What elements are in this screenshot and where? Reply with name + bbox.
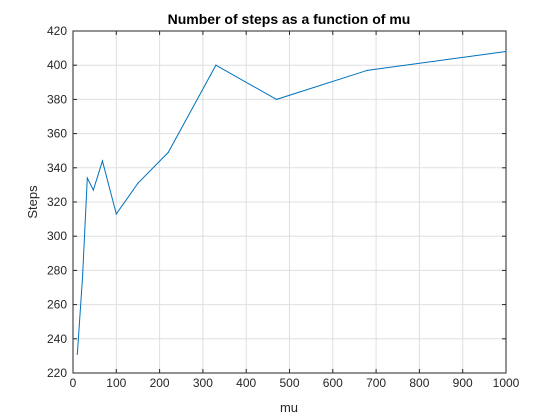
y-tick-label: 320 — [47, 195, 67, 209]
x-tick-label: 100 — [106, 376, 126, 390]
y-axis-label: Steps — [25, 185, 40, 219]
x-tick-label: 600 — [323, 376, 343, 390]
data-point — [76, 353, 78, 355]
chart-title: Number of steps as a function of mu — [168, 11, 411, 27]
grid — [72, 30, 507, 374]
y-tick-label: 300 — [47, 229, 67, 243]
y-tick-label: 420 — [47, 24, 67, 38]
y-tick-label: 360 — [47, 127, 67, 141]
y-tick-label: 380 — [47, 92, 67, 106]
x-tick-label: 700 — [366, 376, 386, 390]
y-tick-label: 220 — [47, 366, 67, 380]
x-tick-label: 0 — [70, 376, 77, 390]
series-group — [76, 50, 507, 355]
y-tick-label: 260 — [47, 298, 67, 312]
data-point — [115, 213, 117, 215]
x-axis-label: mu — [280, 400, 298, 415]
x-tick-label: 300 — [193, 376, 213, 390]
series-line — [76, 51, 507, 355]
y-tick-label: 240 — [47, 332, 67, 346]
y-axis-ticks: 220 240 260 280 300 320 340 360 380 400 420 — [47, 24, 506, 380]
data-point — [101, 160, 104, 162]
data-point — [275, 98, 278, 100]
y-tick-label: 280 — [47, 263, 67, 277]
data-point — [81, 276, 84, 278]
data-point — [366, 69, 369, 71]
x-tick-label: 200 — [150, 376, 170, 390]
x-tick-label: 400 — [236, 376, 256, 390]
y-tick-label: 400 — [47, 58, 67, 72]
x-axis-ticks: 0 100 200 300 400 500 600 700 800 900 1000 — [70, 31, 520, 390]
data-point — [86, 177, 88, 179]
data-point — [92, 189, 94, 191]
x-tick-label: 800 — [409, 376, 429, 390]
data-point — [167, 151, 169, 154]
x-tick-label: 500 — [279, 376, 299, 390]
data-point — [137, 182, 139, 184]
x-tick-label: 900 — [453, 376, 473, 390]
x-tick-label: 1000 — [493, 376, 520, 390]
data-point — [215, 64, 217, 66]
data-point — [505, 50, 507, 53]
y-tick-label: 340 — [47, 161, 67, 175]
